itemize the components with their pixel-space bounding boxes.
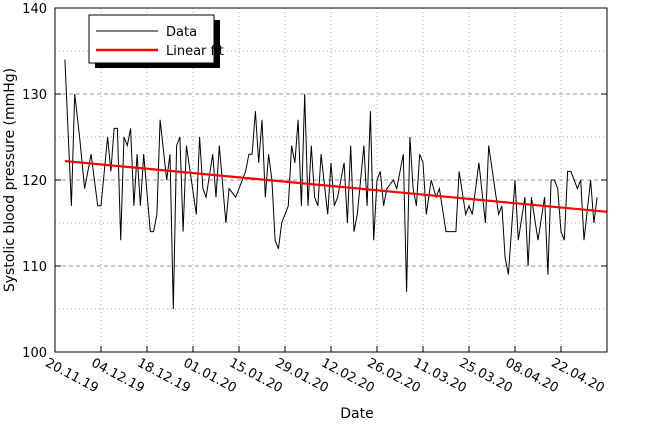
x-axis-label: Date — [340, 406, 373, 422]
legend-fit-label: Linear fit — [166, 44, 224, 59]
y-tick-label: 140 — [22, 2, 47, 17]
legend-data-label: Data — [166, 25, 197, 40]
y-axis-label: Systolic blood pressure (mmHg) — [2, 68, 18, 292]
y-tick-label: 130 — [22, 88, 47, 103]
legend: Data Linear fit — [89, 15, 224, 68]
x-tick-label: 22.04.20 — [549, 356, 607, 396]
series-layer — [65, 60, 607, 309]
y-tick-label: 120 — [22, 174, 47, 189]
y-tick-label: 100 — [22, 346, 47, 361]
y-tick-label: 110 — [22, 260, 47, 275]
